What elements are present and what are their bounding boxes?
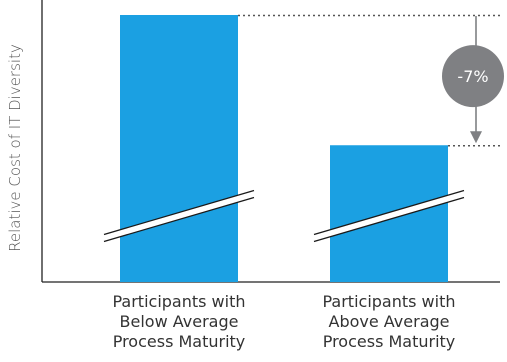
x-axis-labels-group: Participants with Below Average Process Ma… <box>112 292 455 351</box>
axis-break-line-2-2 <box>313 196 465 243</box>
axis-break-line-2-1 <box>313 189 465 236</box>
annotation-circle <box>442 45 504 108</box>
change-annotation-group: -7% <box>442 16 504 144</box>
bar-1 <box>120 15 238 282</box>
axis-break-band-1 <box>104 190 254 242</box>
axis-breaks-group <box>103 189 465 243</box>
axis-break-line-1-2 <box>103 196 255 243</box>
axis-break-band-2 <box>314 190 464 242</box>
y-axis-title: Relative Cost of IT Diversity <box>6 44 24 252</box>
x-tick-label-1: Participants with Below Average Process Ma… <box>112 292 245 351</box>
x-tick-label-2: Participants with Above Average Process Ma… <box>322 292 455 351</box>
reference-lines-group <box>238 14 500 147</box>
axis-break-line-1-1 <box>103 189 255 236</box>
annotation-label: -7% <box>457 67 488 86</box>
bars-group <box>120 15 448 282</box>
y-axis-title-group: Relative Cost of IT Diversity <box>6 44 24 252</box>
annotation-arrow-head <box>470 131 482 144</box>
